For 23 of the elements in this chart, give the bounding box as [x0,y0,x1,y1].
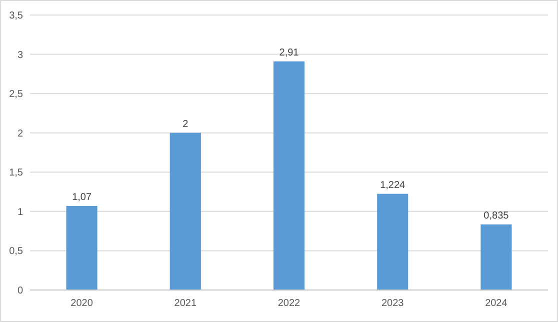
bar [480,224,512,290]
y-tick-label: 2,5 [9,89,24,100]
x-tick-label: 2022 [278,298,301,309]
y-tick-label: 1 [17,206,24,218]
bar [66,206,98,290]
y-tick-label: 0,5 [9,246,24,258]
data-label: 1,07 [72,192,92,203]
y-tick-label: 3,5 [9,10,24,22]
x-tick-label: 2021 [174,298,197,309]
y-tick-label: 2 [17,128,24,140]
bar [377,194,408,290]
y-tick-label: 0 [17,286,24,296]
data-label: 2 [182,118,189,130]
x-tick-label: 2023 [381,298,404,309]
data-label: 2,91 [279,47,300,58]
x-tick-label: 2024 [485,298,508,309]
data-label: 0,835 [484,210,510,222]
bar [170,132,201,290]
data-label: 1,224 [380,180,406,191]
y-tick-label: 1,5 [9,168,24,179]
bar [273,61,305,290]
x-tick-label: 2020 [70,298,94,309]
y-tick-label: 3 [17,50,24,61]
